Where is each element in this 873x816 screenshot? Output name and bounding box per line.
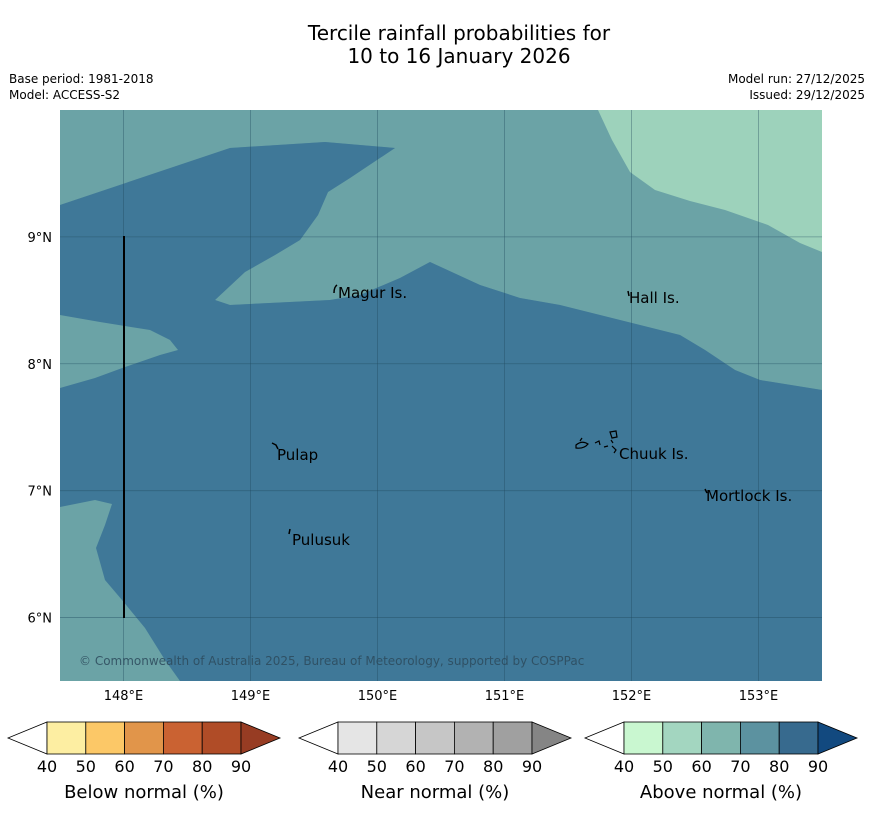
colorbar-segment (740, 721, 780, 755)
map-title: Tercile rainfall probabilities for 10 to… (0, 22, 873, 68)
colorbar-segment (85, 721, 126, 755)
model-text: Model: ACCESS-S2 (9, 88, 121, 102)
colorbar-segment (453, 721, 494, 755)
colorbar-segment (778, 721, 819, 755)
hall-island-shape (627, 290, 630, 297)
y-tick-label: 9°N (28, 231, 53, 246)
colorbar-tick-label: 70 (730, 757, 750, 776)
x-tick-label: 153°E (739, 689, 779, 704)
colorbar-tick-label: 70 (153, 757, 173, 776)
y-tick-label: 7°N (28, 485, 53, 500)
colorbar-segment (623, 721, 664, 755)
colorbar-title: Below normal (%) (64, 782, 224, 803)
colorbar-segment (376, 721, 416, 755)
colorbar-segment (124, 721, 164, 755)
colorbar-tick-label: 80 (483, 757, 503, 776)
colorbar-segment (662, 721, 702, 755)
zone-above-60-70-southwest (60, 500, 180, 681)
colorbar-tick-label: 80 (769, 757, 789, 776)
colorbar-segment (701, 721, 741, 755)
zone-above-60-70 (60, 110, 822, 390)
colorbar-over-arrow (240, 721, 282, 755)
probability-field (60, 110, 822, 681)
magur-island-shape (333, 284, 338, 294)
x-tick-label: 152°E (612, 689, 652, 704)
colorbar-over-arrow (817, 721, 859, 755)
zone-above-60-70-west (60, 315, 178, 388)
colorbar-1: 40 50 60 70 80 90 Below normal (%) (6, 721, 282, 803)
colorbar-over-arrow (531, 721, 573, 755)
colorbar-2: 40 50 60 70 80 90 Near normal (%) (297, 721, 573, 803)
colorbar-tick-label: 80 (192, 757, 212, 776)
colorbar-segment (415, 721, 455, 755)
x-tick-label: 150°E (358, 689, 398, 704)
colorbar-segment (201, 721, 242, 755)
colorbar-3: 40 50 60 70 80 90 Above normal (%) (583, 721, 859, 803)
title-line-2: 10 to 16 January 2026 (347, 44, 571, 68)
colorbar-tick-label: 60 (114, 757, 134, 776)
y-tick-label: 8°N (28, 358, 53, 373)
x-tick-label: 148°E (104, 689, 144, 704)
x-tick-label: 151°E (485, 689, 525, 704)
label-hall-is: Hall Is. (629, 289, 680, 307)
label-chuuk-is: Chuuk Is. (619, 445, 688, 463)
colorbar-tick-label: 60 (405, 757, 425, 776)
y-tick-label: 6°N (28, 612, 53, 627)
issued-text: Issued: 29/12/2025 (749, 88, 865, 102)
x-tick-label: 149°E (231, 689, 271, 704)
metadata-right: Model run: 27/12/2025 Issued: 29/12/2025 (728, 71, 865, 103)
graticule (60, 110, 822, 681)
zone-above-80-90-north (60, 142, 822, 681)
colorbar-tick-label: 50 (76, 757, 96, 776)
title-line-1: Tercile rainfall probabilities for (307, 21, 611, 45)
map-axes: 148°E 149°E 150°E 151°E 152°E 153°E 6°N 7°N 8°N 9… (28, 231, 779, 704)
colorbar-tick-label: 90 (808, 757, 828, 776)
colorbar-tick-label: 40 (37, 757, 57, 776)
metadata-left: Base period: 1981-2018 Model: ACCESS-S2 (9, 71, 154, 103)
colorbar-under-arrow (6, 721, 48, 755)
colorbar-under-arrow (297, 721, 339, 755)
base-period-text: Base period: 1981-2018 (9, 72, 154, 86)
colorbar-title: Above normal (%) (640, 782, 802, 803)
pulap-island-shape (271, 442, 279, 450)
chuuk-lagoon-shape (575, 430, 618, 454)
label-magur-is: Magur Is. (338, 284, 407, 302)
colorbar-segment (162, 721, 203, 755)
colorbar-segment (337, 721, 378, 755)
colorbar-tick-label: 50 (653, 757, 673, 776)
colorbar-tick-label: 70 (444, 757, 464, 776)
colorbar-legends: 40 50 60 70 80 90 Below normal (%) 40 50 60 70 80 90… (6, 721, 859, 803)
model-run-text: Model run: 27/12/2025 (727, 72, 865, 86)
colorbar-segment (46, 721, 87, 755)
colorbar-tick-label: 90 (522, 757, 542, 776)
label-pulusuk: Pulusuk (292, 531, 350, 549)
colorbar-tick-label: 40 (614, 757, 634, 776)
colorbar-under-arrow (583, 721, 625, 755)
colorbar-segment (492, 721, 533, 755)
copyright-notice: © Commonwealth of Australia 2025, Bureau… (79, 654, 584, 668)
island-markers (271, 284, 708, 535)
colorbar-title: Near normal (%) (361, 782, 510, 803)
colorbar-tick-label: 60 (691, 757, 711, 776)
place-labels: Magur Is. Hall Is. Pulap Chuuk Is. Mortl… (277, 284, 792, 549)
colorbar-tick-label: 40 (328, 757, 348, 776)
mortlock-island-shape (704, 488, 708, 494)
label-pulap: Pulap (277, 446, 318, 464)
colorbar-tick-label: 50 (367, 757, 387, 776)
pulusuk-island-shape (288, 528, 291, 535)
label-mortlock-is: Mortlock Is. (706, 487, 792, 505)
zone-above-50-60 (598, 110, 822, 252)
colorbar-tick-label: 90 (231, 757, 251, 776)
